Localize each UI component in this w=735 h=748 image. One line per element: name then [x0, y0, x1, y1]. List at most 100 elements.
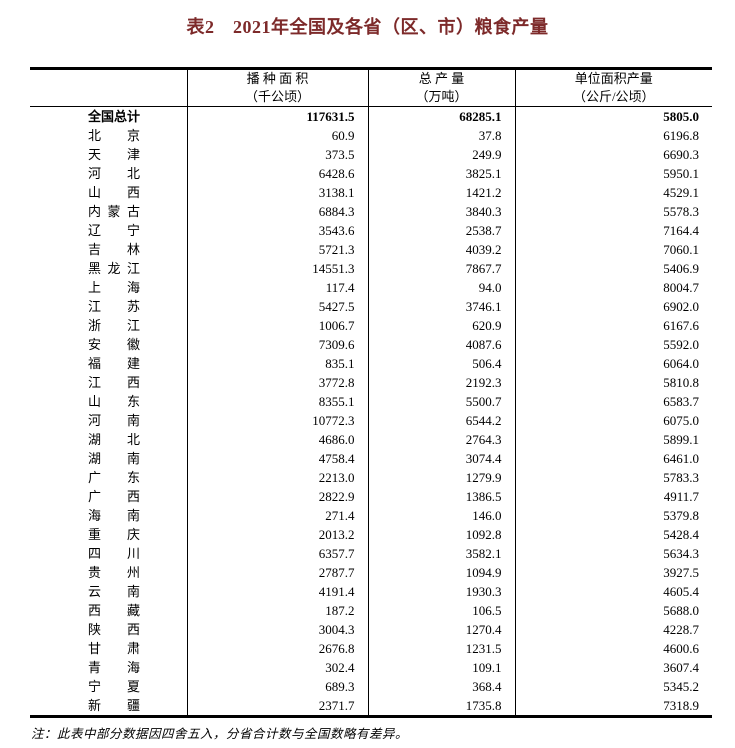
sown-area-value: 14551.3: [186, 259, 368, 278]
table-row: 贵州 2787.7 1094.9 3927.5: [30, 563, 712, 582]
sown-area-value: 6428.6: [186, 164, 368, 183]
sown-area-value: 7309.6: [186, 335, 368, 354]
output-value: 2538.7: [367, 221, 515, 240]
yield-value: 6583.7: [514, 392, 712, 411]
yield-value: 5950.1: [514, 164, 712, 183]
output-value: 3825.1: [367, 164, 515, 183]
header-sown-area-label: 播 种 面 积: [246, 71, 309, 86]
table-header: 播 种 面 积 （千公顷） 总 产 量 （万吨） 单位面积产量 （公斤/公顷）: [30, 68, 712, 107]
region-name: 湖南: [88, 451, 140, 466]
output-value: 2764.3: [367, 430, 515, 449]
sown-area-value: 1006.7: [186, 316, 368, 335]
region-name: 甘肃: [88, 641, 140, 656]
region-name: 辽宁: [88, 223, 140, 238]
header-region: [30, 68, 187, 107]
sown-area-value: 2213.0: [186, 468, 368, 487]
region-cell: 内蒙古: [30, 202, 187, 221]
region-cell: 福建: [30, 354, 187, 373]
region-name: 内蒙古: [88, 204, 140, 219]
table-row: 河南 10772.3 6544.2 6075.0: [30, 411, 712, 430]
region-cell: 青海: [30, 658, 187, 677]
yield-value: 5406.9: [514, 259, 712, 278]
yield-value: 4911.7: [514, 487, 712, 506]
table-row: 广东 2213.0 1279.9 5783.3: [30, 468, 712, 487]
yield-value: 6690.3: [514, 145, 712, 164]
output-value: 5500.7: [367, 392, 515, 411]
yield-value: 5428.4: [514, 525, 712, 544]
sown-area-value: 2371.7: [186, 696, 368, 717]
output-value: 4039.2: [367, 240, 515, 259]
region-cell: 黑龙江: [30, 259, 187, 278]
table-body: 全国总计 117631.5 68285.1 5805.0 北京 60.9 37.8 6196.…: [30, 106, 712, 717]
sown-area-value: 2676.8: [186, 639, 368, 658]
region-name: 广东: [88, 470, 140, 485]
yield-value: 5810.8: [514, 373, 712, 392]
sown-area-value: 302.4: [186, 658, 368, 677]
region-name: 四川: [88, 546, 140, 561]
region-cell: 安徽: [30, 335, 187, 354]
header-yield-label: 单位面积产量: [574, 71, 653, 86]
output-value: 1231.5: [367, 639, 515, 658]
region-cell: 江西: [30, 373, 187, 392]
table-row: 全国总计 117631.5 68285.1 5805.0: [30, 106, 712, 127]
output-value: 1270.4: [367, 620, 515, 639]
region-name: 黑龙江: [88, 261, 140, 276]
region-cell: 吉林: [30, 240, 187, 259]
region-cell: 贵州: [30, 563, 187, 582]
output-value: 1092.8: [367, 525, 515, 544]
region-cell: 湖南: [30, 449, 187, 468]
region-cell: 辽宁: [30, 221, 187, 240]
region-cell: 重庆: [30, 525, 187, 544]
region-cell: 上海: [30, 278, 187, 297]
table-row: 吉林 5721.3 4039.2 7060.1: [30, 240, 712, 259]
region-name: 山东: [88, 394, 140, 409]
table-row: 新疆 2371.7 1735.8 7318.9: [30, 696, 712, 717]
table-row: 海南 271.4 146.0 5379.8: [30, 506, 712, 525]
region-cell: 江苏: [30, 297, 187, 316]
yield-value: 5783.3: [514, 468, 712, 487]
region-cell: 广东: [30, 468, 187, 487]
region-name: 云南: [88, 584, 140, 599]
table-row: 陕西 3004.3 1270.4 4228.7: [30, 620, 712, 639]
region-cell: 云南: [30, 582, 187, 601]
table-title: 表2 2021年全国及各省（区、市）粮食产量: [186, 17, 549, 37]
region-name: 新疆: [88, 698, 140, 713]
sown-area-value: 689.3: [186, 677, 368, 696]
output-value: 68285.1: [367, 106, 515, 126]
region-name: 陕西: [88, 622, 140, 637]
region-cell: 山东: [30, 392, 187, 411]
yield-value: 6167.6: [514, 316, 712, 335]
yield-value: 4600.6: [514, 639, 712, 658]
region-cell: 宁夏: [30, 677, 187, 696]
region-cell: 山西: [30, 183, 187, 202]
output-value: 7867.7: [367, 259, 515, 278]
region-name: 河北: [88, 166, 140, 181]
sown-area-value: 4686.0: [186, 430, 368, 449]
region-name: 福建: [88, 356, 140, 371]
region-name: 北京: [88, 128, 140, 143]
sown-area-value: 4758.4: [186, 449, 368, 468]
output-value: 1094.9: [367, 563, 515, 582]
sown-area-value: 117.4: [186, 278, 368, 297]
table-row: 青海 302.4 109.1 3607.4: [30, 658, 712, 677]
yield-value: 5345.2: [514, 677, 712, 696]
sown-area-value: 2787.7: [186, 563, 368, 582]
yield-value: 3927.5: [514, 563, 712, 582]
region-cell: 河南: [30, 411, 187, 430]
output-value: 1279.9: [367, 468, 515, 487]
table-row: 江苏 5427.5 3746.1 6902.0: [30, 297, 712, 316]
region-name: 上海: [88, 280, 140, 295]
sown-area-value: 5427.5: [186, 297, 368, 316]
output-value: 368.4: [367, 677, 515, 696]
output-value: 109.1: [367, 658, 515, 677]
output-value: 1421.2: [367, 183, 515, 202]
region-cell: 全国总计: [30, 107, 187, 127]
region-name: 天津: [88, 147, 140, 162]
yield-value: 5688.0: [514, 601, 712, 620]
yield-value: 4529.1: [514, 183, 712, 202]
region-cell: 天津: [30, 145, 187, 164]
table-row: 天津 373.5 249.9 6690.3: [30, 145, 712, 164]
output-value: 146.0: [367, 506, 515, 525]
region-cell: 甘肃: [30, 639, 187, 658]
output-value: 3074.4: [367, 449, 515, 468]
